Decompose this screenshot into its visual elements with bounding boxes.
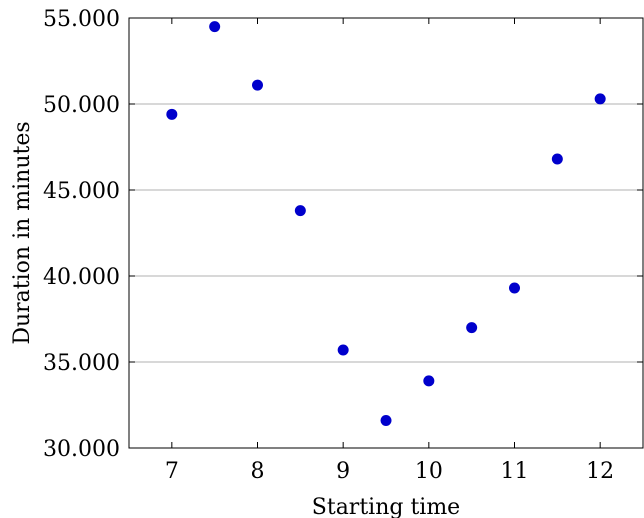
y-tick-label: 50.000 bbox=[43, 93, 120, 118]
x-tick-label: 12 bbox=[586, 459, 614, 484]
data-point bbox=[209, 21, 221, 33]
data-point bbox=[337, 344, 349, 356]
y-tick-label: 55.000 bbox=[43, 7, 120, 32]
data-points bbox=[166, 21, 606, 426]
data-point bbox=[252, 79, 263, 91]
data-point bbox=[166, 108, 178, 120]
x-tick-label: 7 bbox=[165, 459, 179, 484]
x-tick-label: 8 bbox=[251, 459, 265, 484]
data-point bbox=[594, 93, 606, 105]
y-tick-label: 35.000 bbox=[43, 351, 120, 376]
x-tick-label: 9 bbox=[336, 459, 350, 484]
y-tick-label: 45.000 bbox=[43, 179, 120, 204]
x-tick-label: 11 bbox=[501, 459, 529, 484]
data-point bbox=[551, 153, 563, 165]
data-point bbox=[294, 205, 306, 217]
x-axis-label: Starting time bbox=[312, 495, 460, 518]
grid-lines bbox=[129, 103, 643, 363]
data-point bbox=[380, 414, 392, 426]
data-point bbox=[466, 322, 478, 334]
data-point bbox=[423, 375, 435, 387]
plot-area-frame bbox=[128, 17, 644, 449]
y-axis-label: Duration in minutes bbox=[10, 121, 35, 344]
y-tick-label: 30.000 bbox=[43, 437, 120, 462]
axis-ticks: 30.000 35.000 40.000 45.000 50.000 55.000 7 8 9 1… bbox=[43, 7, 643, 484]
x-tick-label: 10 bbox=[415, 459, 443, 484]
data-point bbox=[509, 282, 520, 294]
y-tick-label: 40.000 bbox=[43, 265, 120, 290]
